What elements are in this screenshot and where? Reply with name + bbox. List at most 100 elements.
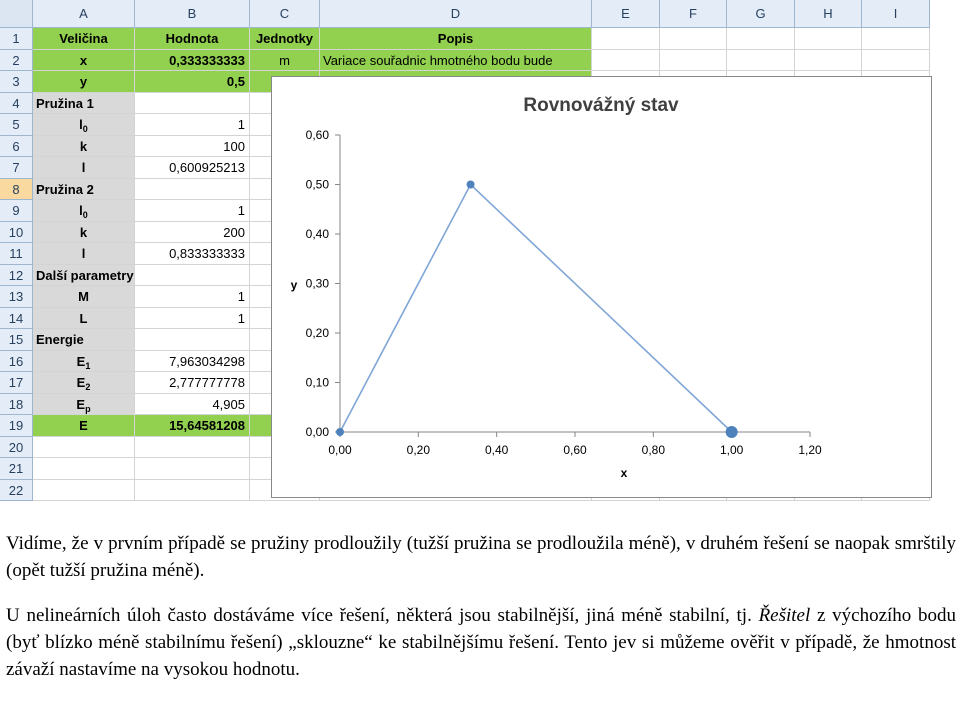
cell-b19[interactable]: 15,64581208 — [135, 415, 250, 437]
row-header-9[interactable]: 9 — [0, 200, 33, 222]
cell-b12[interactable] — [135, 264, 250, 286]
row-header-1[interactable]: 1 — [0, 28, 33, 50]
cell-a7[interactable]: l — [33, 157, 135, 179]
row-header-5[interactable]: 5 — [0, 114, 33, 136]
cell-a13[interactable]: M — [33, 286, 135, 308]
cell-a17[interactable]: E2 — [33, 372, 135, 394]
cell-b11[interactable]: 0,833333333 — [135, 243, 250, 265]
column-header-e[interactable]: E — [592, 0, 660, 28]
cell-f1[interactable] — [660, 28, 727, 50]
column-header-g[interactable]: G — [727, 0, 795, 28]
cell-h2[interactable] — [795, 49, 862, 71]
cell-b14[interactable]: 1 — [135, 307, 250, 329]
row-header-6[interactable]: 6 — [0, 135, 33, 157]
cell-a10[interactable]: k — [33, 221, 135, 243]
row-header-2[interactable]: 2 — [0, 49, 33, 71]
paragraph-2-italic: Řešitel — [758, 605, 811, 626]
cell-i2[interactable] — [862, 49, 930, 71]
cell-b16[interactable]: 7,963034298 — [135, 350, 250, 372]
row-header-11[interactable]: 11 — [0, 243, 33, 265]
cell-e1[interactable] — [592, 28, 660, 50]
y-tick-label: 0,00 — [306, 425, 330, 439]
row-header-4[interactable]: 4 — [0, 92, 33, 114]
row-header-13[interactable]: 13 — [0, 286, 33, 308]
cell-b6[interactable]: 100 — [135, 135, 250, 157]
column-header-i[interactable]: I — [862, 0, 930, 28]
data-point — [336, 428, 344, 436]
cell-a18[interactable]: Ep — [33, 393, 135, 415]
cell-a6[interactable]: k — [33, 135, 135, 157]
cell-a4[interactable]: Pružina 1 — [33, 92, 135, 114]
cell-b8[interactable] — [135, 178, 250, 200]
cell-b21[interactable] — [135, 458, 250, 480]
row-header-10[interactable]: 10 — [0, 221, 33, 243]
row-header-22[interactable]: 22 — [0, 479, 33, 501]
cell-b15[interactable] — [135, 329, 250, 351]
cell-a2[interactable]: x — [33, 49, 135, 71]
column-header-a[interactable]: A — [33, 0, 135, 28]
row-header-18[interactable]: 18 — [0, 393, 33, 415]
cell-h1[interactable] — [795, 28, 862, 50]
row-header-16[interactable]: 16 — [0, 350, 33, 372]
row-header-20[interactable]: 20 — [0, 436, 33, 458]
document-text: Vidíme, že v prvním případě se pružiny p… — [6, 530, 956, 683]
cell-a21[interactable] — [33, 458, 135, 480]
cell-a19[interactable]: E — [33, 415, 135, 437]
column-header-h[interactable]: H — [795, 0, 862, 28]
row-header-7[interactable]: 7 — [0, 157, 33, 179]
cell-b9[interactable]: 1 — [135, 200, 250, 222]
row-header-14[interactable]: 14 — [0, 307, 33, 329]
cell-b4[interactable] — [135, 92, 250, 114]
cell-c2[interactable]: m — [250, 49, 320, 71]
cell-a11[interactable]: l — [33, 243, 135, 265]
row-header-12[interactable]: 12 — [0, 264, 33, 286]
cell-d2[interactable]: Variace souřadnic hmotného bodu bude — [320, 49, 592, 71]
y-tick-label: 0,60 — [306, 128, 330, 142]
cell-c1[interactable]: Jednotky — [250, 28, 320, 50]
cell-e2[interactable] — [592, 49, 660, 71]
column-header-d[interactable]: D — [320, 0, 592, 28]
row-header-19[interactable]: 19 — [0, 415, 33, 437]
cell-b3[interactable]: 0,5 — [135, 71, 250, 93]
cell-b13[interactable]: 1 — [135, 286, 250, 308]
row-header-3[interactable]: 3 — [0, 71, 33, 93]
cell-b22[interactable] — [135, 479, 250, 501]
cell-a22[interactable] — [33, 479, 135, 501]
equilibrium-chart[interactable]: Rovnovážný stav 0,00 0,10 0,20 0,30 0,40 0,50 0… — [271, 76, 932, 498]
cell-a8[interactable]: Pružina 2 — [33, 178, 135, 200]
cell-b18[interactable]: 4,905 — [135, 393, 250, 415]
cell-b20[interactable] — [135, 436, 250, 458]
row-header-15[interactable]: 15 — [0, 329, 33, 351]
cell-a5[interactable]: l0 — [33, 114, 135, 136]
column-header-b[interactable]: B — [135, 0, 250, 28]
select-all-corner[interactable] — [0, 0, 33, 28]
cell-a1[interactable]: Veličina — [33, 28, 135, 50]
cell-a3[interactable]: y — [33, 71, 135, 93]
cell-b10[interactable]: 200 — [135, 221, 250, 243]
row-header-17[interactable]: 17 — [0, 372, 33, 394]
column-header-c[interactable]: C — [250, 0, 320, 28]
cell-b1[interactable]: Hodnota — [135, 28, 250, 50]
cell-f2[interactable] — [660, 49, 727, 71]
cell-a15[interactable]: Energie — [33, 329, 135, 351]
cell-a9[interactable]: l0 — [33, 200, 135, 222]
paragraph-2: U nelineárních úloh často dostáváme více… — [6, 602, 956, 683]
cell-a12[interactable]: Další parametry — [33, 264, 135, 286]
x-axis-label: x — [621, 466, 628, 480]
cell-b17[interactable]: 2,777777778 — [135, 372, 250, 394]
cell-a14[interactable]: L — [33, 307, 135, 329]
cell-b2[interactable]: 0,333333333 — [135, 49, 250, 71]
cell-d1[interactable]: Popis — [320, 28, 592, 50]
cell-b7[interactable]: 0,600925213 — [135, 157, 250, 179]
cell-a20[interactable] — [33, 436, 135, 458]
column-header-f[interactable]: F — [660, 0, 727, 28]
cell-g2[interactable] — [727, 49, 795, 71]
row-header-21[interactable]: 21 — [0, 458, 33, 480]
cell-b5[interactable]: 1 — [135, 114, 250, 136]
cell-a16[interactable]: E1 — [33, 350, 135, 372]
cell-g1[interactable] — [727, 28, 795, 50]
x-tick-label: 0,40 — [485, 443, 509, 457]
cell-i1[interactable] — [862, 28, 930, 50]
row-header-8[interactable]: 8 — [0, 178, 33, 200]
